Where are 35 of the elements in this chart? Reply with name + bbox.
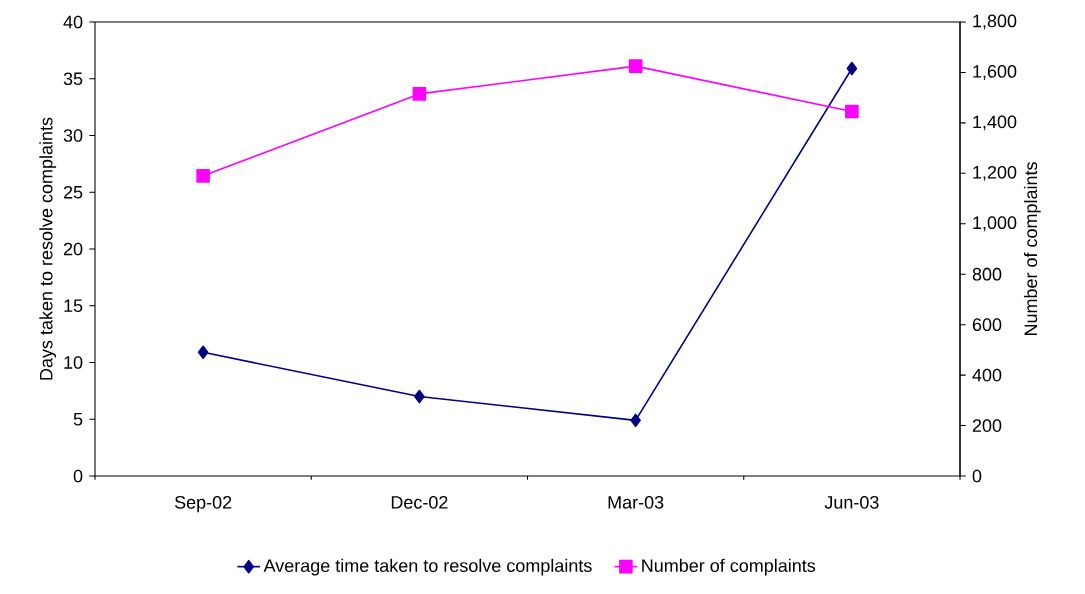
y2-tick-label: 1,000 [973,216,1017,232]
y2-tick-label: 600 [972,318,1002,332]
y2-tick-label: 1,600 [973,65,1017,80]
x-tick-label: Dec-02 [391,495,448,509]
point [197,345,209,360]
y2-tick-label: 1,800 [973,14,1017,30]
y-tick-label: 35 [63,72,83,86]
y-tick-label: 5 [73,412,83,426]
point [414,389,425,404]
point [412,87,427,101]
y-tick-label: 40 [63,15,83,29]
x-tick-label: Sep-02 [174,495,232,513]
y2-tick-label: 0 [972,469,982,483]
point [846,61,858,76]
y2-tick-label: 400 [972,368,1002,382]
y2-tick-label: 1,400 [973,115,1017,131]
y-tick-label: 10 [64,356,83,369]
legend-label: Average time taken to resolve complaints [263,558,592,576]
y2-axis-title: Number of complaints [1023,162,1041,336]
y2-tick-label: 1,200 [973,165,1017,181]
point [630,413,641,428]
x-tick-label: Jun-03 [824,495,879,509]
y-tick-label: 20 [63,242,83,256]
point [628,59,643,73]
legend-label: Number of complaints [642,558,816,576]
y-axis-title: Days taken to resolve complaints [39,117,57,380]
x-tick-label: Mar-03 [608,495,664,509]
y-tick-label: 30 [63,129,83,142]
y-tick-label: 0 [73,469,83,483]
y2-tick-label: 800 [972,267,1002,281]
point [196,169,210,183]
y-tick-label: 15 [64,299,83,313]
point [845,104,859,119]
y-tick-label: 25 [63,185,83,199]
y2-tick-label: 200 [972,419,1002,432]
